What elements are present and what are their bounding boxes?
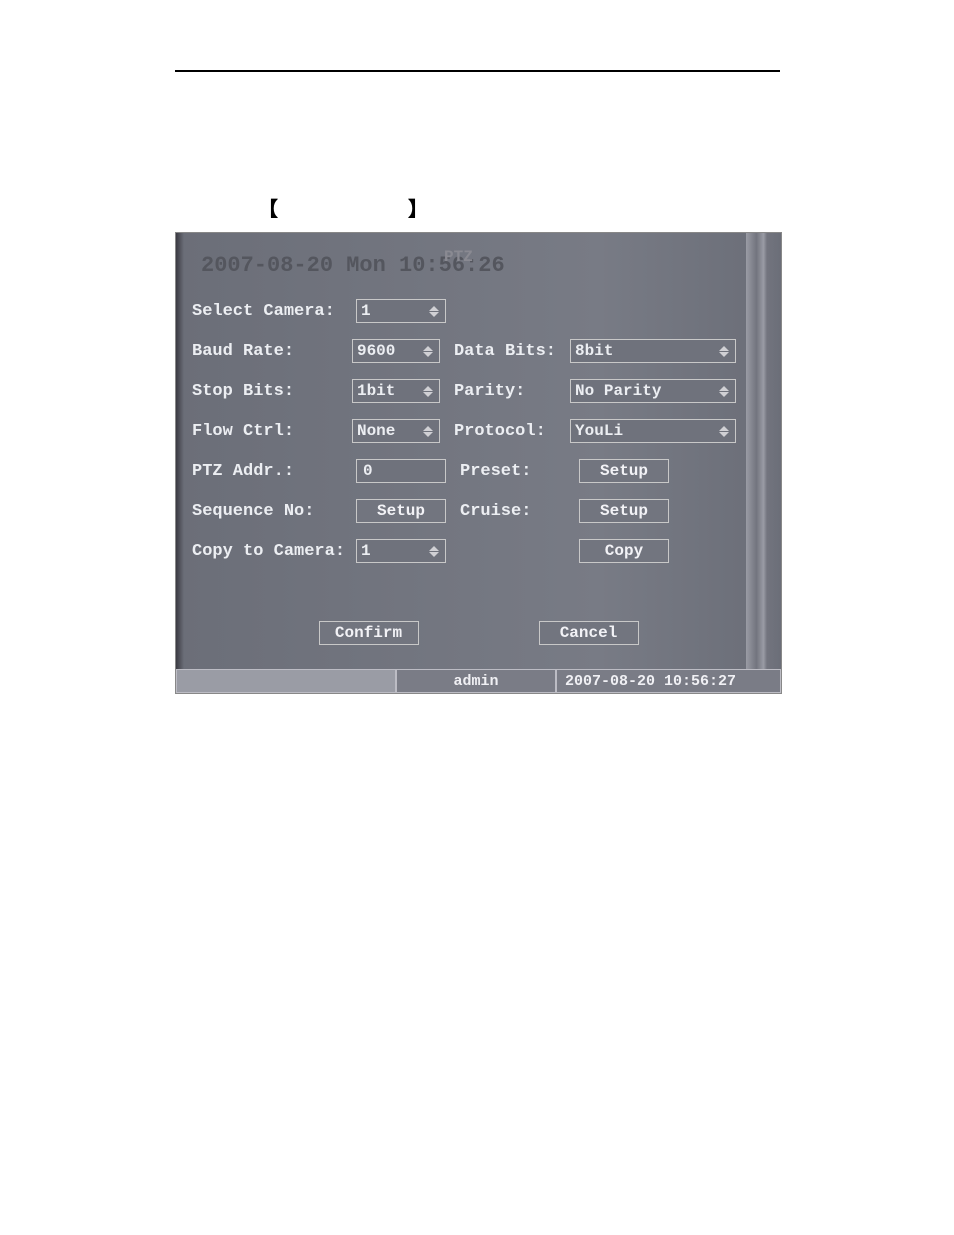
confirm-button[interactable]: Confirm — [319, 621, 419, 645]
stop-bits-value: 1bit — [357, 382, 395, 400]
flow-ctrl-dropdown[interactable]: None — [352, 419, 440, 443]
label-stop-bits: Stop Bits: — [192, 382, 348, 401]
spinner-icon — [421, 342, 435, 360]
copy-to-camera-value: 1 — [361, 542, 371, 560]
select-camera-dropdown[interactable]: 1 — [356, 299, 446, 323]
flow-ctrl-value: None — [357, 422, 395, 440]
baud-rate-value: 9600 — [357, 342, 395, 360]
cancel-button[interactable]: Cancel — [539, 621, 639, 645]
label-sequence-no: Sequence No: — [192, 502, 352, 521]
spinner-icon — [427, 302, 441, 320]
label-flow-ctrl: Flow Ctrl: — [192, 422, 348, 441]
status-seg-left — [176, 669, 396, 693]
spinner-icon — [421, 382, 435, 400]
label-copy-to-camera: Copy to Camera: — [192, 542, 352, 561]
status-datetime: 2007-08-20 10:56:27 — [556, 669, 781, 693]
stop-bits-dropdown[interactable]: 1bit — [352, 379, 440, 403]
label-protocol: Protocol: — [454, 422, 566, 441]
status-user: admin — [396, 669, 556, 693]
label-cruise: Cruise: — [460, 502, 575, 521]
select-camera-value: 1 — [361, 302, 371, 320]
label-preset: Preset: — [460, 462, 575, 481]
baud-rate-dropdown[interactable]: 9600 — [352, 339, 440, 363]
label-ptz-addr: PTZ Addr.: — [192, 462, 352, 481]
status-bar: admin 2007-08-20 10:56:27 — [176, 669, 781, 693]
sequence-setup-button[interactable]: Setup — [356, 499, 446, 523]
ptz-addr-value: 0 — [363, 462, 373, 480]
dialog-title: PTZ — [444, 248, 473, 266]
spinner-icon — [427, 542, 441, 560]
protocol-value: YouLi — [575, 422, 623, 440]
data-bits-value: 8bit — [575, 342, 613, 360]
ptz-dialog-screenshot: 2007-08-20 Mon 10:56:26 PTZ Select Camer… — [175, 232, 782, 694]
camera-tag-overlay: Camera 01 — [641, 232, 736, 671]
copy-to-camera-dropdown[interactable]: 1 — [356, 539, 446, 563]
spinner-icon — [421, 422, 435, 440]
label-baud-rate: Baud Rate: — [192, 342, 348, 361]
horizontal-rule — [175, 70, 780, 72]
label-data-bits: Data Bits: — [454, 342, 566, 361]
bracket-text: 【 】 — [258, 193, 458, 222]
ptz-addr-input[interactable]: 0 — [356, 459, 446, 483]
label-parity: Parity: — [454, 382, 566, 401]
label-select-camera: Select Camera: — [192, 302, 352, 321]
